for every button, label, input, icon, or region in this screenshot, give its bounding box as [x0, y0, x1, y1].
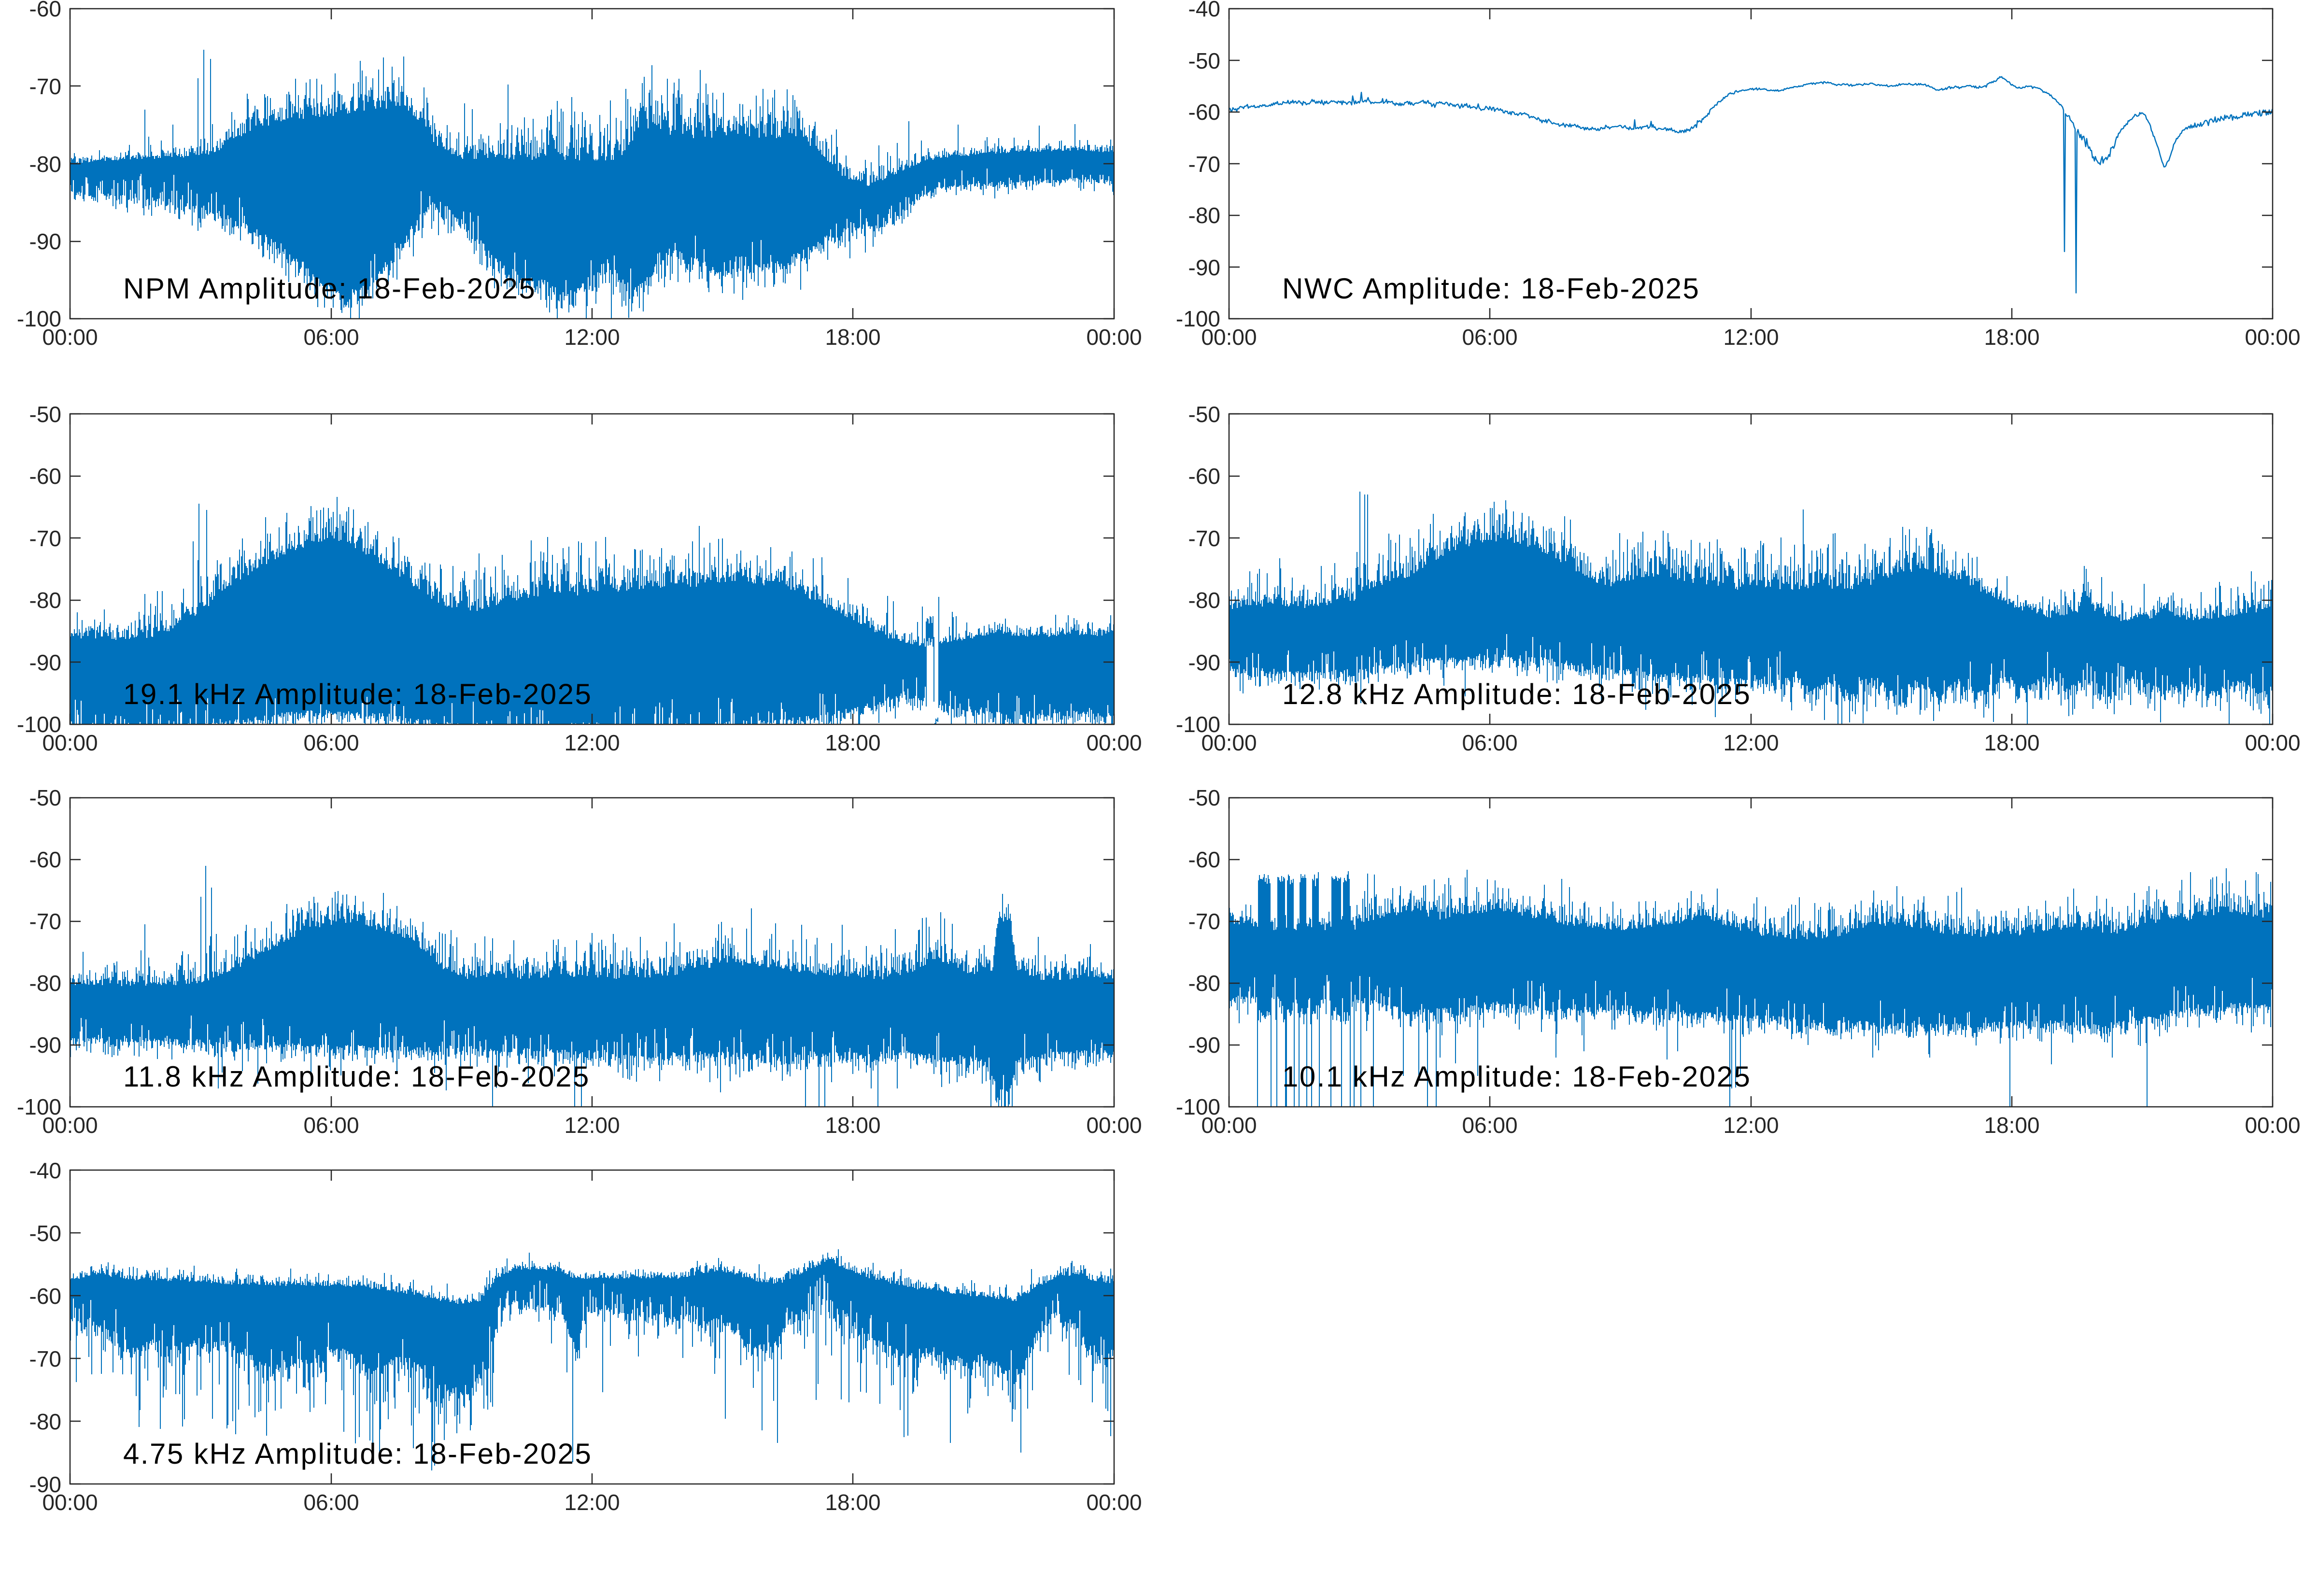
svg-text:18:00: 18:00 [825, 730, 880, 755]
svg-text:12:00: 12:00 [1723, 730, 1779, 755]
svg-text:00:00: 00:00 [1201, 325, 1257, 350]
svg-text:00:00: 00:00 [1086, 1490, 1142, 1515]
svg-text:-90: -90 [1188, 650, 1220, 675]
svg-text:18:00: 18:00 [825, 325, 880, 350]
svg-text:-70: -70 [1188, 909, 1220, 934]
svg-text:-100: -100 [1176, 306, 1220, 331]
svg-text:-80: -80 [1188, 971, 1220, 996]
svg-text:-80: -80 [1188, 203, 1220, 228]
svg-text:-50: -50 [1188, 402, 1220, 427]
svg-text:-70: -70 [29, 526, 61, 551]
svg-text:00:00: 00:00 [2245, 730, 2300, 755]
svg-text:12.8 kHz Amplitude: 18-Feb-202: 12.8 kHz Amplitude: 18-Feb-2025 [1282, 678, 1751, 710]
svg-text:12:00: 12:00 [564, 1113, 620, 1138]
svg-text:12:00: 12:00 [564, 1490, 620, 1515]
svg-text:00:00: 00:00 [42, 1113, 98, 1138]
svg-text:18:00: 18:00 [825, 1113, 880, 1138]
svg-text:06:00: 06:00 [303, 325, 359, 350]
svg-text:00:00: 00:00 [1086, 325, 1142, 350]
svg-text:-100: -100 [17, 1094, 61, 1119]
svg-text:00:00: 00:00 [2245, 1113, 2300, 1138]
svg-text:19.1 kHz Amplitude: 18-Feb-202: 19.1 kHz Amplitude: 18-Feb-2025 [123, 678, 592, 710]
svg-text:00:00: 00:00 [2245, 325, 2300, 350]
svg-text:-80: -80 [29, 588, 61, 613]
svg-text:-60: -60 [1188, 99, 1220, 125]
svg-text:NPM Amplitude: 18-Feb-2025: NPM Amplitude: 18-Feb-2025 [123, 272, 536, 305]
svg-text:-50: -50 [29, 402, 61, 427]
svg-text:00:00: 00:00 [1086, 1113, 1142, 1138]
svg-text:-70: -70 [1188, 526, 1220, 551]
svg-text:12:00: 12:00 [1723, 1113, 1779, 1138]
svg-text:06:00: 06:00 [1462, 730, 1517, 755]
svg-text:4.75 kHz Amplitude: 18-Feb-202: 4.75 kHz Amplitude: 18-Feb-2025 [123, 1438, 592, 1470]
svg-text:12:00: 12:00 [564, 730, 620, 755]
svg-text:-40: -40 [29, 1158, 61, 1183]
svg-text:-100: -100 [17, 712, 61, 737]
svg-text:-90: -90 [1188, 255, 1220, 280]
svg-text:06:00: 06:00 [1462, 1113, 1517, 1138]
svg-text:-60: -60 [1188, 847, 1220, 872]
svg-text:-70: -70 [29, 1346, 61, 1371]
svg-text:-80: -80 [29, 152, 61, 177]
svg-text:00:00: 00:00 [1201, 1113, 1257, 1138]
svg-text:-60: -60 [1188, 464, 1220, 489]
svg-text:-100: -100 [1176, 712, 1220, 737]
svg-text:00:00: 00:00 [42, 730, 98, 755]
svg-text:-60: -60 [29, 1284, 61, 1309]
svg-text:-90: -90 [29, 1032, 61, 1058]
svg-text:10.1 kHz Amplitude: 18-Feb-202: 10.1 kHz Amplitude: 18-Feb-2025 [1282, 1060, 1751, 1093]
svg-text:-90: -90 [1188, 1032, 1220, 1058]
svg-text:11.8 kHz Amplitude: 18-Feb-202: 11.8 kHz Amplitude: 18-Feb-2025 [123, 1060, 590, 1093]
svg-text:-80: -80 [29, 971, 61, 996]
svg-text:18:00: 18:00 [1984, 1113, 2039, 1138]
svg-text:18:00: 18:00 [1984, 325, 2039, 350]
svg-text:06:00: 06:00 [303, 730, 359, 755]
svg-text:-60: -60 [29, 0, 61, 21]
svg-text:-90: -90 [29, 1472, 61, 1497]
svg-text:-70: -70 [1188, 152, 1220, 177]
svg-text:06:00: 06:00 [1462, 325, 1517, 350]
svg-text:18:00: 18:00 [1984, 730, 2039, 755]
svg-text:-50: -50 [29, 1221, 61, 1246]
svg-text:06:00: 06:00 [303, 1113, 359, 1138]
svg-text:-50: -50 [1188, 785, 1220, 810]
svg-text:-70: -70 [29, 74, 61, 99]
svg-text:00:00: 00:00 [42, 325, 98, 350]
svg-text:-100: -100 [17, 306, 61, 331]
svg-text:-70: -70 [29, 909, 61, 934]
svg-text:-60: -60 [29, 847, 61, 872]
svg-text:NWC Amplitude: 18-Feb-2025: NWC Amplitude: 18-Feb-2025 [1282, 272, 1700, 305]
svg-text:-50: -50 [29, 785, 61, 810]
svg-text:00:00: 00:00 [1086, 730, 1142, 755]
svg-text:12:00: 12:00 [1723, 325, 1779, 350]
svg-text:12:00: 12:00 [564, 325, 620, 350]
svg-text:-90: -90 [29, 229, 61, 254]
svg-text:-100: -100 [1176, 1094, 1220, 1119]
svg-text:00:00: 00:00 [1201, 730, 1257, 755]
svg-text:-80: -80 [1188, 588, 1220, 613]
svg-text:00:00: 00:00 [42, 1490, 98, 1515]
svg-text:-40: -40 [1188, 0, 1220, 21]
svg-text:-60: -60 [29, 464, 61, 489]
svg-text:-50: -50 [1188, 48, 1220, 73]
svg-text:-90: -90 [29, 650, 61, 675]
svg-text:18:00: 18:00 [825, 1490, 880, 1515]
svg-text:06:00: 06:00 [303, 1490, 359, 1515]
svg-text:-80: -80 [29, 1409, 61, 1434]
